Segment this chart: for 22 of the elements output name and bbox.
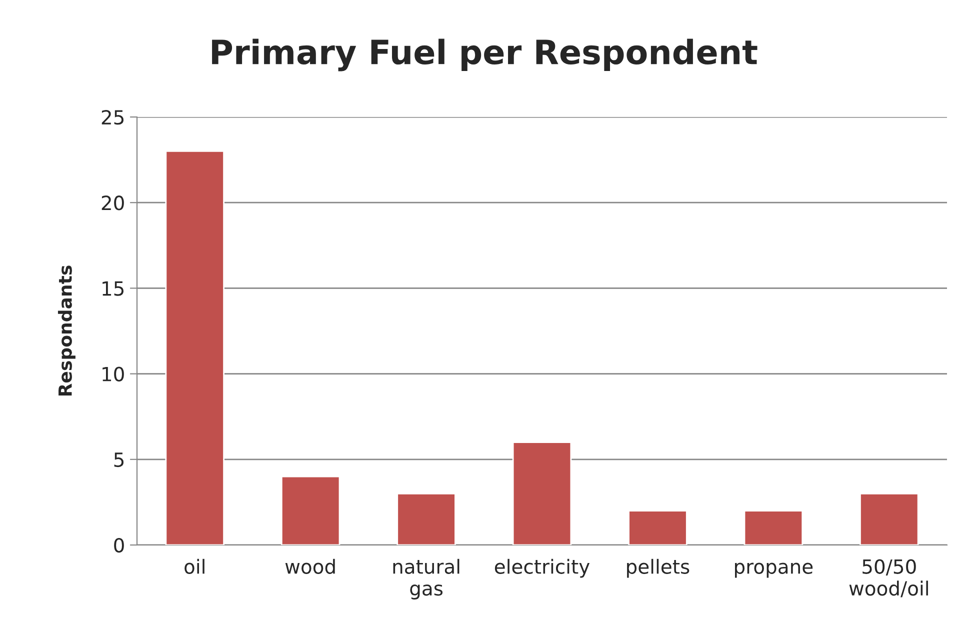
x-tick-label: pellets: [627, 558, 690, 578]
bar: [860, 492, 919, 545]
y-axis-title: Respondants: [58, 266, 76, 396]
x-tick-label: propane: [735, 562, 813, 578]
x-tick-label: oil: [184, 558, 204, 574]
y-tick-label: 0: [114, 538, 124, 553]
x-tick-label: electricity: [494, 558, 590, 578]
x-tick-label: natural gas: [393, 558, 460, 600]
y-tick-label: 5: [114, 452, 124, 468]
bar: [396, 492, 456, 545]
y-tick-label: 15: [102, 281, 124, 296]
x-tick-label: wood: [285, 558, 335, 574]
chart-title: Primary Fuel per Respondent: [212, 38, 758, 72]
bar: [280, 476, 340, 545]
bar: [165, 150, 224, 545]
y-tick-label: 10: [102, 366, 124, 382]
bar: [744, 510, 804, 545]
bar: [628, 510, 688, 545]
bar: [512, 442, 572, 545]
y-tick-label: 20: [102, 196, 124, 210]
x-tick-label: 50/50 wood/oil: [849, 559, 928, 598]
y-tick-label: 25: [102, 110, 124, 125]
